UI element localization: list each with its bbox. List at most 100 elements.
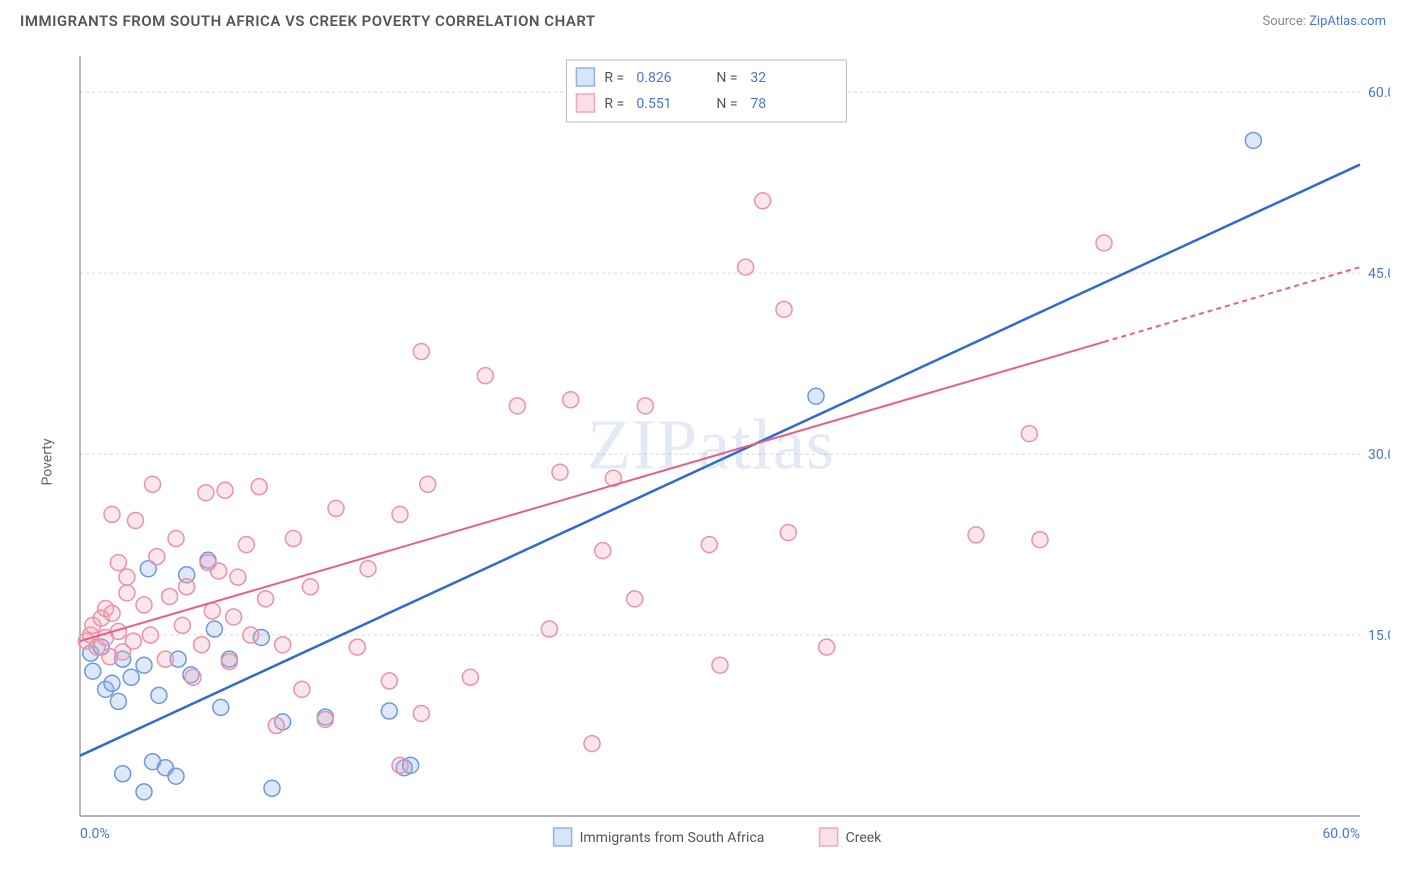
data-point-creek (217, 482, 233, 498)
data-point-creek (1021, 426, 1037, 442)
data-point-creek (243, 627, 259, 643)
data-point-creek (238, 537, 254, 553)
data-point-creek (392, 506, 408, 522)
data-point-creek (552, 464, 568, 480)
data-point-creek (204, 603, 220, 619)
data-point-creek (1096, 235, 1112, 251)
data-point-creek (258, 591, 274, 607)
data-point-creek (125, 633, 141, 649)
data-point-creek (563, 392, 579, 408)
data-point-south-africa (115, 766, 131, 782)
data-point-creek (328, 500, 344, 516)
data-point-creek (477, 368, 493, 384)
data-point-creek (392, 757, 408, 773)
data-point-creek (145, 476, 161, 492)
legend-r-value: 0.551 (636, 96, 671, 112)
data-point-south-africa (808, 388, 824, 404)
data-point-creek (755, 193, 771, 209)
source-attribution: Source: ZipAtlas.com (1262, 14, 1386, 29)
data-point-creek (149, 549, 165, 565)
data-point-south-africa (136, 657, 152, 673)
data-point-creek (104, 605, 120, 621)
legend-n-value: 32 (750, 70, 766, 86)
data-point-creek (317, 711, 333, 727)
data-point-creek (198, 485, 214, 501)
y-tick-label: 45.0% (1368, 266, 1390, 282)
legend-r-label: R = (604, 96, 624, 112)
data-point-creek (584, 736, 600, 752)
data-point-creek (360, 561, 376, 577)
data-point-creek (230, 569, 246, 585)
bottom-legend-label: Immigrants from South Africa (580, 830, 765, 846)
data-point-south-africa (264, 780, 280, 796)
data-point-creek (302, 579, 318, 595)
data-point-south-africa (381, 703, 397, 719)
x-tick-label: 0.0% (80, 826, 110, 842)
y-axis-label: Poverty (40, 438, 56, 485)
legend-swatch (576, 94, 594, 112)
data-point-south-africa (206, 621, 222, 637)
data-point-creek (627, 591, 643, 607)
data-point-creek (168, 531, 184, 547)
legend-n-label: N = (716, 70, 737, 86)
legend-r-label: R = (604, 70, 624, 86)
data-point-creek (268, 718, 284, 734)
bottom-legend-label: Creek (846, 830, 883, 846)
data-point-creek (226, 609, 242, 625)
data-point-creek (162, 588, 178, 604)
data-point-creek (413, 344, 429, 360)
data-point-creek (185, 669, 201, 685)
data-point-creek (142, 627, 158, 643)
data-point-creek (119, 569, 135, 585)
data-point-creek (275, 637, 291, 653)
data-point-creek (1032, 532, 1048, 548)
chart-title: IMMIGRANTS FROM SOUTH AFRICA VS CREEK PO… (20, 12, 596, 30)
data-point-creek (509, 398, 525, 414)
data-point-creek (637, 398, 653, 414)
data-point-creek (179, 579, 195, 595)
data-point-creek (595, 543, 611, 559)
data-point-creek (127, 512, 143, 528)
data-point-south-africa (104, 675, 120, 691)
correlation-chart: 15.0%30.0%45.0%60.0%0.0%60.0%R =0.826N =… (32, 48, 1390, 876)
data-point-south-africa (85, 663, 101, 679)
data-point-creek (968, 527, 984, 543)
data-point-creek (174, 617, 190, 633)
data-point-creek (738, 259, 754, 275)
data-point-south-africa (136, 784, 152, 800)
legend-swatch (576, 68, 594, 86)
data-point-creek (294, 681, 310, 697)
data-point-creek (541, 621, 557, 637)
data-point-south-africa (151, 687, 167, 703)
regression-line-creek-extrapolated (1104, 267, 1360, 342)
data-point-creek (157, 651, 173, 667)
bottom-legend-swatch (820, 828, 838, 846)
data-point-creek (413, 705, 429, 721)
y-tick-label: 60.0% (1368, 85, 1390, 101)
data-point-creek (194, 637, 210, 653)
source-link[interactable]: ZipAtlas.com (1309, 14, 1386, 29)
data-point-south-africa (110, 693, 126, 709)
data-point-creek (701, 537, 717, 553)
data-point-south-africa (1245, 132, 1261, 148)
data-point-creek (462, 669, 478, 685)
data-point-creek (712, 657, 728, 673)
data-point-creek (251, 479, 267, 495)
data-point-south-africa (213, 699, 229, 715)
data-point-creek (420, 476, 436, 492)
data-point-south-africa (168, 768, 184, 784)
data-point-creek (349, 639, 365, 655)
data-point-creek (221, 654, 237, 670)
data-point-creek (136, 597, 152, 613)
data-point-creek (119, 585, 135, 601)
data-point-creek (780, 525, 796, 541)
bottom-legend-swatch (554, 828, 572, 846)
data-point-creek (104, 506, 120, 522)
data-point-creek (776, 301, 792, 317)
legend-r-value: 0.826 (636, 70, 671, 86)
y-tick-label: 15.0% (1368, 628, 1390, 644)
legend-n-label: N = (716, 96, 737, 112)
data-point-creek (819, 639, 835, 655)
data-point-south-africa (123, 669, 139, 685)
data-point-creek (285, 531, 301, 547)
